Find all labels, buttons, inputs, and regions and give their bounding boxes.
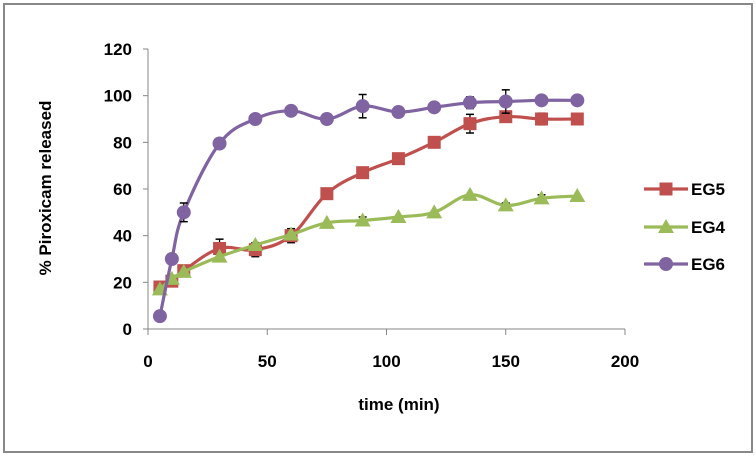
data-point-eg6	[319, 112, 334, 126]
data-point-eg4	[175, 263, 192, 278]
y-tick-label: 100	[104, 87, 132, 106]
data-point-eg4	[569, 188, 586, 202]
x-tick-label: 200	[611, 352, 639, 371]
x-tick-label: 100	[372, 352, 400, 371]
data-point-eg5	[427, 135, 441, 149]
data-point-eg4	[247, 237, 264, 251]
legend-item-eg5: EG5	[644, 180, 725, 199]
y-tick-label: 120	[104, 40, 132, 59]
data-point-eg6	[427, 100, 442, 115]
series-eg6	[152, 89, 585, 324]
data-point-eg5	[320, 187, 334, 201]
y-tick-label: 20	[113, 273, 132, 292]
data-point-eg6	[284, 103, 299, 118]
data-point-eg6	[462, 95, 477, 110]
data-point-eg4	[497, 197, 514, 212]
data-point-eg6	[212, 136, 227, 151]
y-axis-title: % Piroxicam released	[36, 101, 55, 276]
data-point-eg5	[356, 166, 370, 180]
data-point-eg4	[461, 186, 478, 201]
data-point-eg6	[391, 105, 406, 119]
legend-marker	[659, 257, 673, 271]
series-line-eg6	[158, 98, 578, 317]
data-point-eg5	[391, 152, 405, 166]
y-tick-label: 80	[113, 133, 132, 152]
legend-item-eg6: EG6	[644, 255, 725, 274]
data-point-eg5	[535, 112, 549, 126]
data-point-eg4	[354, 212, 371, 227]
data-point-eg6	[355, 99, 370, 114]
legend-item-eg4: EG4	[644, 218, 726, 237]
data-point-eg5	[570, 112, 584, 126]
data-point-eg5	[213, 242, 227, 255]
data-point-eg6	[248, 112, 263, 126]
data-point-eg5	[463, 117, 477, 131]
data-point-eg4	[390, 209, 407, 223]
x-tick-label: 0	[143, 352, 152, 371]
y-ticks: 0 20 40 60 80 100 120	[104, 40, 148, 339]
data-point-eg4	[533, 190, 550, 205]
x-tick-label: 50	[258, 352, 277, 371]
data-point-eg6	[570, 93, 585, 108]
plot-area	[151, 89, 586, 324]
y-tick-label: 40	[113, 227, 132, 246]
legend-marker	[658, 219, 674, 233]
data-point-eg6	[498, 94, 513, 109]
legend-marker	[659, 182, 673, 196]
legend-label: EG4	[691, 218, 726, 237]
x-axis-title: time (min)	[358, 395, 439, 414]
data-point-eg6	[164, 252, 179, 266]
data-point-eg4	[283, 226, 300, 241]
data-point-eg4	[426, 204, 443, 219]
x-ticks: 0 50 100 150 200	[143, 329, 639, 371]
data-point-eg4	[211, 248, 228, 263]
y-tick-label: 60	[113, 180, 132, 199]
data-point-eg6	[152, 309, 167, 324]
chart-frame	[3, 3, 753, 453]
data-point-eg6	[534, 93, 549, 108]
legend-label: EG5	[691, 180, 725, 199]
y-tick-label: 0	[123, 320, 132, 339]
axes	[147, 49, 625, 330]
x-tick-label: 150	[492, 352, 520, 371]
series-eg4	[151, 186, 586, 296]
legend: EG5 EG4 EG6	[644, 180, 726, 274]
data-point-eg6	[176, 205, 191, 220]
data-point-eg4	[318, 214, 335, 229]
legend-label: EG6	[691, 255, 725, 274]
